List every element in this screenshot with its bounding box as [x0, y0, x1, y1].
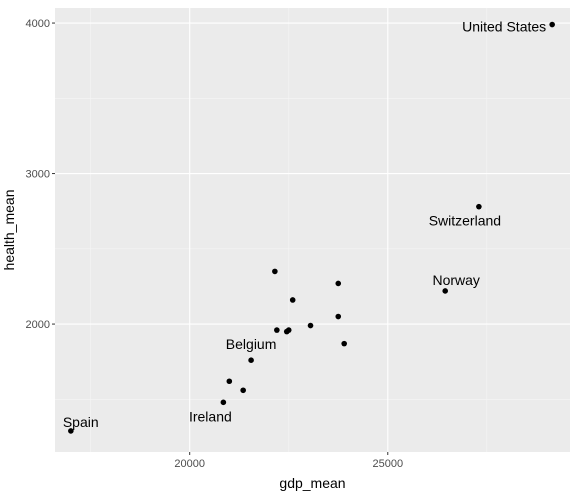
data-point — [68, 428, 74, 434]
y-tick-label: 3000 — [26, 169, 50, 181]
data-point — [549, 21, 555, 28]
x-tick-label: 25000 — [372, 458, 403, 470]
data-point — [335, 313, 342, 320]
data-point — [335, 280, 342, 287]
data-point — [272, 268, 278, 275]
point-label: Ireland — [189, 408, 232, 424]
data-point — [341, 340, 347, 347]
point-label: Spain — [63, 414, 99, 430]
x-tick-label: 20000 — [174, 458, 205, 470]
x-axis-title: gdp_mean — [279, 475, 345, 491]
data-point — [226, 378, 233, 385]
data-point — [476, 203, 482, 210]
point-labels: United States Switzerland Norway Belgium Ire… — [63, 19, 546, 430]
point-label: Switzerland — [429, 213, 501, 229]
minor-gridlines — [55, 8, 570, 452]
y-axis-ticks: 2000 3000 4000 — [26, 18, 55, 331]
point-label: United States — [462, 19, 546, 35]
y-tick-label: 4000 — [26, 18, 50, 30]
data-point — [248, 357, 254, 363]
data-point — [274, 327, 280, 333]
data-point — [289, 297, 296, 303]
data-point — [220, 399, 227, 406]
data-point — [285, 327, 292, 333]
x-axis-ticks: 20000 25000 — [174, 452, 403, 470]
data-point — [240, 387, 246, 394]
y-tick-label: 2000 — [26, 319, 50, 331]
point-label: Belgium — [226, 336, 277, 352]
data-point — [442, 288, 449, 294]
point-label: Norway — [432, 272, 479, 288]
plot-panel — [55, 8, 570, 452]
data-points — [68, 21, 555, 434]
data-point — [307, 322, 314, 329]
y-axis-title: health_mean — [1, 190, 17, 271]
